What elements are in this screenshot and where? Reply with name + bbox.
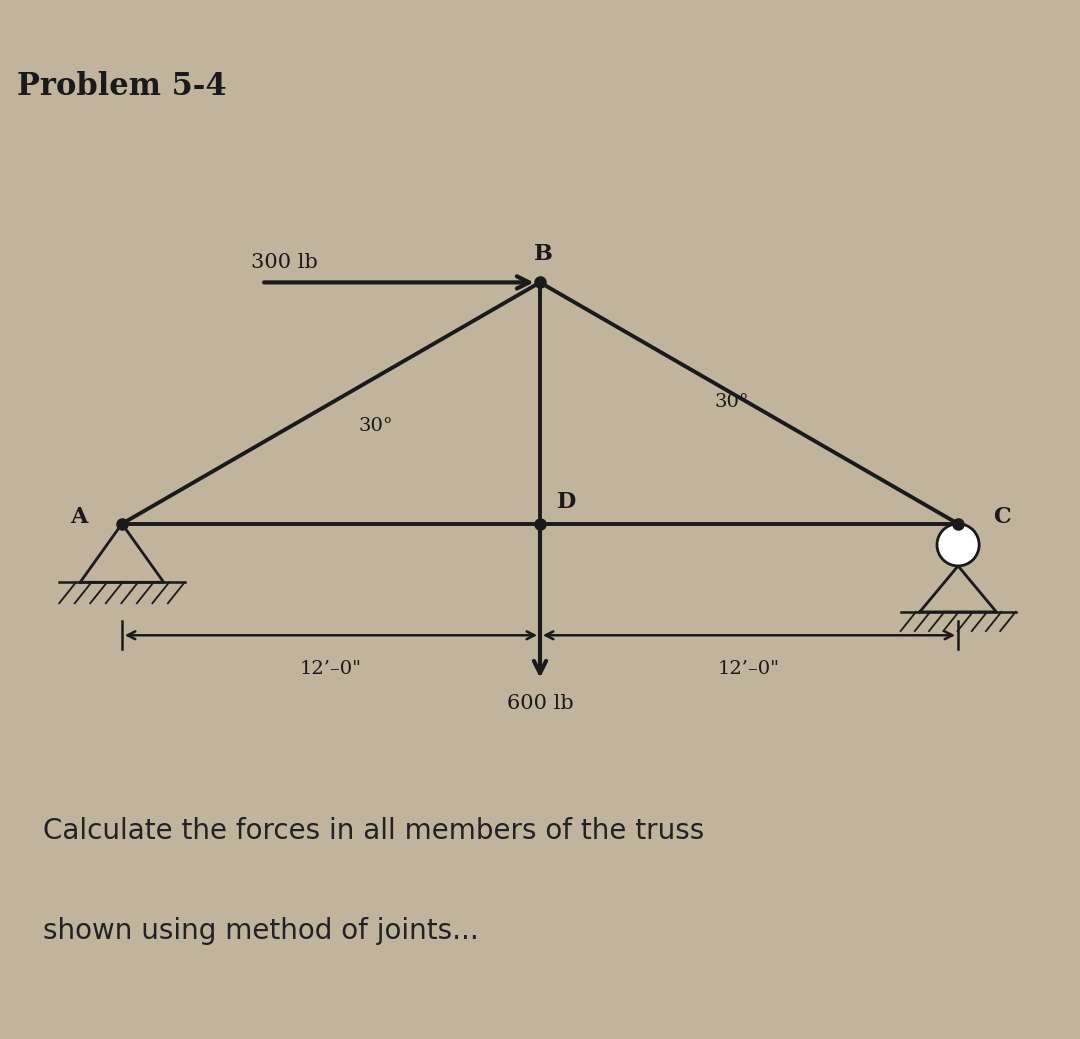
Text: 30°: 30° xyxy=(359,418,393,435)
Text: shown using method of joints...: shown using method of joints... xyxy=(43,917,478,945)
Circle shape xyxy=(937,524,980,566)
Text: B: B xyxy=(534,243,553,265)
Text: A: A xyxy=(70,506,87,528)
Text: 600 lb: 600 lb xyxy=(507,694,573,714)
Text: 12’–0": 12’–0" xyxy=(300,660,362,677)
Text: D: D xyxy=(557,491,577,513)
Text: C: C xyxy=(993,506,1011,528)
Text: Calculate the forces in all members of the truss: Calculate the forces in all members of t… xyxy=(43,818,704,846)
Text: 300 lb: 300 lb xyxy=(251,252,318,272)
Text: Problem 5-4: Problem 5-4 xyxy=(17,71,227,102)
Text: 30°: 30° xyxy=(714,393,748,410)
Text: 12’–0": 12’–0" xyxy=(718,660,780,677)
